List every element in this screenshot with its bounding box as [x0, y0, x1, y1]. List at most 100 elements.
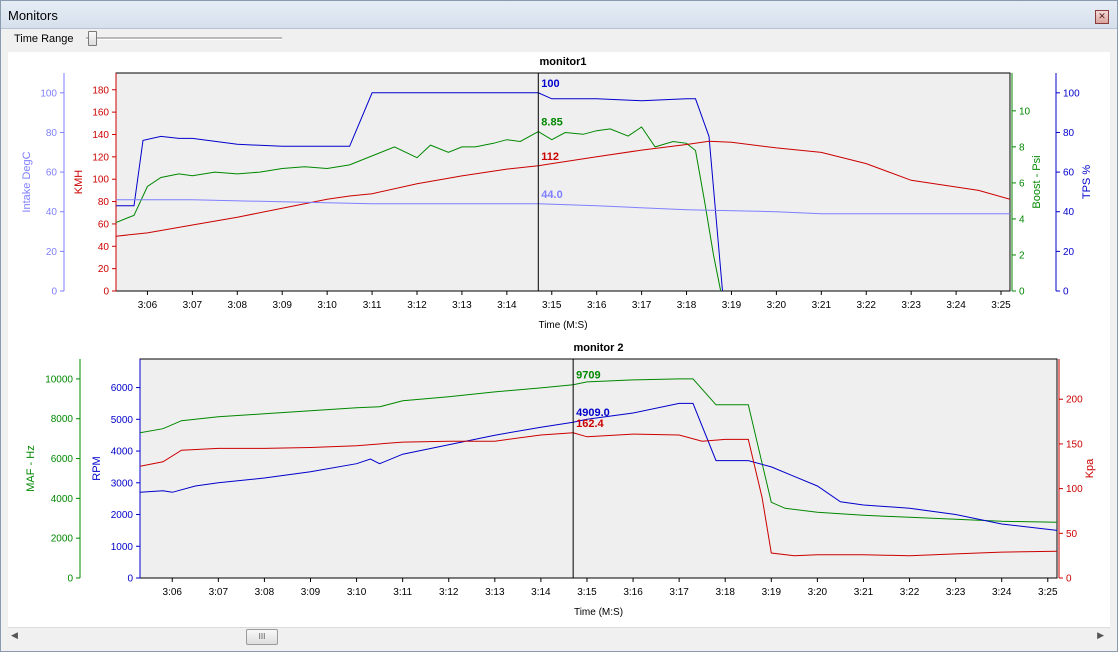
- y-tick-label: 80: [1063, 128, 1075, 139]
- x-tick-label: 3:18: [715, 587, 735, 598]
- y-tick-label: 100: [1066, 484, 1083, 495]
- y-tick-label: 3000: [111, 478, 134, 489]
- horizontal-scrollbar[interactable]: ◀ III ▶: [8, 627, 1110, 645]
- y-tick-label: 200: [1066, 395, 1083, 406]
- y-axis-title: MAF - Hz: [25, 445, 37, 491]
- x-tick-label: 3:06: [138, 300, 158, 311]
- x-tick-label: 3:13: [452, 300, 472, 311]
- series-line-rpm: [140, 402, 1057, 531]
- y-tick-label: 140: [92, 130, 109, 141]
- x-tick-label: 3:17: [632, 300, 652, 311]
- x-tick-label: 3:08: [255, 587, 275, 598]
- y-tick-label: 5000: [111, 415, 134, 426]
- y-tick-label: 100: [92, 175, 109, 186]
- toolbar: Time Range: [0, 28, 1118, 50]
- y-tick-label: 60: [98, 219, 110, 230]
- x-tick-label: 3:07: [209, 587, 229, 598]
- x-tick-label: 3:16: [587, 300, 607, 311]
- x-tick-label: 3:15: [577, 587, 597, 598]
- x-tick-label: 3:06: [163, 587, 183, 598]
- y-axis-boost-psi: 0 2 4 6 8 10 Boost - Psi: [1011, 73, 1043, 298]
- x-tick-label: 3:13: [485, 587, 505, 598]
- x-tick-label: 3:21: [812, 300, 832, 311]
- x-tick-label: 3:12: [439, 587, 459, 598]
- y-tick-label: 60: [1063, 168, 1075, 179]
- y-tick-label: 6000: [51, 454, 74, 465]
- x-tick-label: 3:09: [301, 587, 321, 598]
- x-tick-label: 3:17: [669, 587, 689, 598]
- x-tick-label: 3:12: [407, 300, 427, 311]
- x-tick-label: 3:21: [854, 587, 874, 598]
- y-tick-label: 8: [1019, 142, 1025, 153]
- x-tick-label: 3:25: [1038, 587, 1058, 598]
- y-tick-label: 0: [1063, 287, 1069, 298]
- y-axis-title: Kpa: [1084, 458, 1096, 478]
- x-tick-label: 3:23: [946, 587, 966, 598]
- y-tick-label: 100: [40, 88, 57, 99]
- series-line-tps-: [116, 92, 724, 291]
- x-tick-label: 3:10: [317, 300, 337, 311]
- scrollbar-grip-icon: III: [258, 632, 266, 641]
- y-tick-label: 120: [92, 152, 109, 163]
- time-range-slider[interactable]: [86, 37, 282, 40]
- series-line-kpa: [140, 432, 1057, 557]
- x-tick-label: 3:19: [762, 587, 782, 598]
- x-tick-label: 3:24: [992, 587, 1012, 598]
- cursor-value-tps-: 100: [541, 78, 559, 90]
- close-icon[interactable]: ✕: [1095, 10, 1109, 24]
- y-axis-title: TPS %: [1081, 165, 1093, 199]
- cursor-value-maf-hz: 9709: [576, 370, 600, 382]
- y-tick-label: 80: [98, 197, 110, 208]
- cursor-value-boost-psi: 8.85: [541, 117, 562, 129]
- y-tick-label: 2000: [111, 510, 134, 521]
- y-tick-label: 8000: [51, 414, 74, 425]
- x-tick-label: 3:22: [900, 587, 920, 598]
- charts-svg: monitor1 3:06 3:07 3:08 3:09 3:10 3:11 3:12 3:13…: [21, 56, 1096, 618]
- cursor-value-kpa: 162.4: [576, 418, 604, 430]
- y-tick-label: 10000: [45, 374, 73, 385]
- chart-1: monitor1 3:06 3:07 3:08 3:09 3:10 3:11 3:12 3:13…: [21, 56, 1093, 331]
- y-tick-label: 40: [98, 242, 110, 253]
- y-tick-label: 0: [127, 574, 133, 585]
- cursor-value-rpm: 4909.0: [576, 407, 610, 419]
- window-title: Monitors: [8, 8, 58, 23]
- y-axis-title: KMH: [73, 170, 85, 195]
- y-axis-title: Intake DegC: [21, 151, 33, 212]
- chart-2: monitor 2 3:06 3:07 3:08 3:09 3:10 3:11 3:12 3:1…: [25, 342, 1096, 618]
- y-tick-label: 0: [1066, 574, 1072, 585]
- x-tick-label: 3:09: [272, 300, 292, 311]
- y-tick-label: 4000: [111, 447, 134, 458]
- y-tick-label: 40: [46, 207, 58, 218]
- chart-title: monitor1: [539, 56, 586, 68]
- y-tick-label: 10: [1019, 106, 1031, 117]
- arrow-left-icon[interactable]: ◀: [11, 630, 18, 640]
- time-range-slider-thumb[interactable]: [88, 31, 97, 46]
- charts-panel: monitor1 3:06 3:07 3:08 3:09 3:10 3:11 3:12 3:13…: [8, 52, 1110, 627]
- y-axis-tps-: 0 20 40 60 80 100 TPS %: [1055, 73, 1093, 298]
- y-axis-title: RPM: [91, 456, 103, 480]
- y-tick-label: 0: [67, 574, 73, 585]
- y-axis-rpm: 0 1000 2000 3000 4000 5000 6000 RPM: [91, 359, 141, 585]
- y-tick-label: 0: [103, 287, 109, 298]
- cursor-value-kmh: 112: [541, 151, 559, 163]
- x-tick-label: 3:07: [183, 300, 203, 311]
- y-axis-intake-degc: 0 20 40 60 80 100 Intake DegC: [21, 73, 65, 298]
- x-tick-label: 3:10: [347, 587, 367, 598]
- y-tick-label: 20: [98, 264, 110, 275]
- y-tick-label: 100: [1063, 88, 1080, 99]
- scrollbar-thumb[interactable]: III: [246, 629, 278, 645]
- x-tick-label: 3:25: [991, 300, 1011, 311]
- arrow-right-icon[interactable]: ▶: [1097, 630, 1104, 640]
- x-tick-label: 3:08: [228, 300, 248, 311]
- y-tick-label: 2: [1019, 250, 1025, 261]
- plot-area: [115, 72, 1011, 292]
- y-tick-label: 4000: [51, 494, 74, 505]
- y-tick-label: 4: [1019, 214, 1025, 225]
- y-tick-label: 20: [1063, 247, 1075, 258]
- x-tick-label: 3:18: [677, 300, 697, 311]
- x-tick-label: 3:24: [946, 300, 966, 311]
- y-tick-label: 2000: [51, 534, 74, 545]
- x-tick-label: 3:14: [531, 587, 551, 598]
- x-tick-label: 3:11: [363, 300, 382, 311]
- y-tick-label: 160: [92, 108, 109, 119]
